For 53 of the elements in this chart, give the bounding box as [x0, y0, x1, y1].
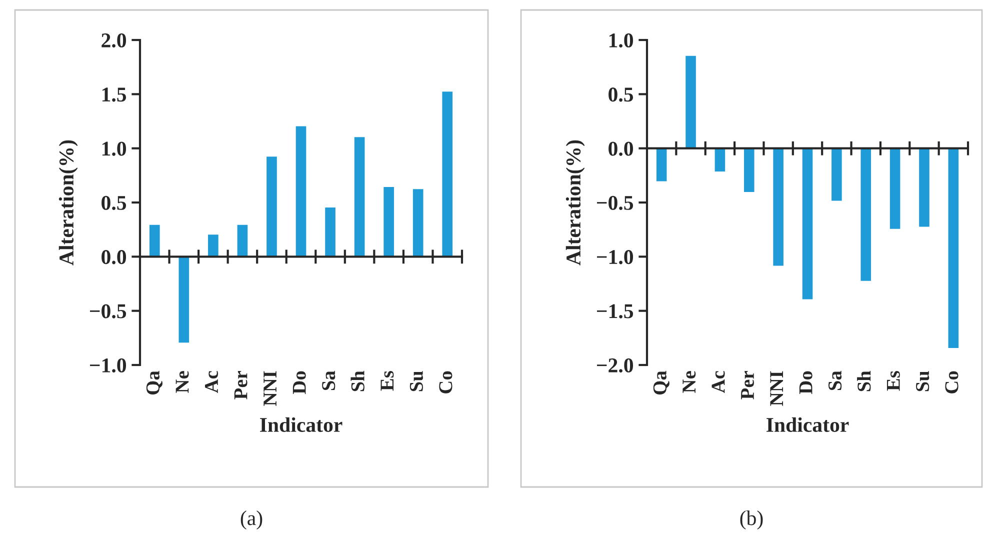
y-tick-label: −1.0 — [90, 358, 126, 373]
x-tick-label: Sh — [350, 370, 364, 392]
x-tick-label: Sa — [828, 370, 842, 390]
x-tick-label: Qa — [653, 370, 670, 394]
x-tick-label: NNI — [770, 371, 783, 406]
x-tick-label: Ne — [176, 371, 189, 393]
y-axis-title: Alteration(%) — [58, 140, 78, 266]
y-axis-title: Alteration(%) — [566, 140, 585, 266]
bar — [206, 233, 220, 258]
x-tick-label: Es — [380, 371, 394, 391]
y-tick-label: −1.5 — [596, 304, 634, 318]
bar — [412, 188, 425, 258]
y-tick-label: 1.5 — [102, 88, 126, 102]
x-tick-label: Sa — [322, 370, 336, 390]
x-tick-label: Su — [916, 371, 930, 392]
x-tick-label: Co — [439, 371, 452, 394]
x-tick-label: Sh — [857, 370, 871, 392]
bar — [382, 186, 396, 258]
y-tick-label: −0.5 — [596, 196, 634, 210]
y-tick-label: 0.0 — [608, 142, 634, 156]
y-tick-label: 0.0 — [102, 250, 126, 264]
x-tick-label: Ac — [205, 371, 218, 394]
bar — [352, 136, 366, 258]
x-tick-label: Co — [945, 371, 958, 394]
x-tick-label: Per — [741, 370, 754, 400]
x-axis-title: Indicator — [260, 417, 342, 432]
x-tick-label: Per — [234, 370, 248, 400]
x-axis-title: Indicator — [766, 417, 849, 432]
y-tick-label: −2.0 — [596, 358, 634, 373]
x-tick-label: Do — [799, 371, 812, 394]
bar — [440, 90, 454, 258]
y-tick-label: 1.0 — [102, 142, 126, 156]
x-tick-label: Su — [410, 371, 424, 392]
bar — [294, 124, 308, 258]
x-tick-label: NNI — [264, 371, 276, 406]
text: (b) — [740, 510, 763, 530]
x-tick-label: Ne — [682, 371, 696, 393]
y-tick-label: −1.0 — [596, 250, 634, 264]
x-tick-label: Do — [292, 371, 306, 394]
y-tick-label: 1.0 — [609, 33, 634, 48]
y-tick-label: 0.5 — [102, 196, 126, 210]
bar — [148, 223, 162, 258]
y-tick-label: −0.5 — [90, 304, 126, 318]
bar — [236, 223, 250, 258]
y-tick-label: 0.5 — [608, 88, 634, 102]
y-tick-label: 2.0 — [102, 33, 126, 48]
text: (a) — [240, 510, 262, 530]
bar — [265, 155, 278, 258]
x-tick-label: Ac — [712, 371, 725, 394]
bar — [324, 206, 337, 258]
bar — [177, 256, 190, 344]
x-tick-label: Qa — [146, 370, 162, 394]
x-tick-label: Es — [886, 371, 900, 391]
